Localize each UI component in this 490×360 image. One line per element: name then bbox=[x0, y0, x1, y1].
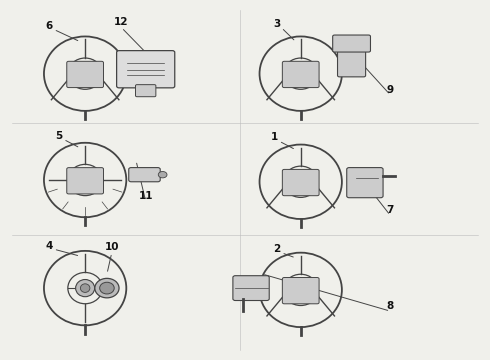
Text: 7: 7 bbox=[387, 205, 394, 215]
Text: 12: 12 bbox=[114, 17, 129, 27]
Ellipse shape bbox=[99, 282, 114, 294]
Text: 1: 1 bbox=[270, 132, 278, 143]
FancyBboxPatch shape bbox=[117, 51, 175, 88]
Text: 6: 6 bbox=[45, 21, 52, 31]
Text: 5: 5 bbox=[55, 131, 62, 141]
FancyBboxPatch shape bbox=[129, 168, 160, 182]
FancyBboxPatch shape bbox=[347, 168, 383, 198]
FancyBboxPatch shape bbox=[67, 61, 103, 87]
Text: 2: 2 bbox=[273, 244, 280, 254]
FancyBboxPatch shape bbox=[282, 278, 319, 304]
Ellipse shape bbox=[158, 171, 167, 178]
Text: 10: 10 bbox=[104, 242, 119, 252]
Text: 9: 9 bbox=[387, 85, 394, 95]
FancyBboxPatch shape bbox=[282, 170, 319, 196]
Ellipse shape bbox=[75, 279, 95, 297]
FancyBboxPatch shape bbox=[233, 276, 269, 301]
FancyBboxPatch shape bbox=[282, 61, 319, 87]
Ellipse shape bbox=[80, 284, 90, 292]
FancyBboxPatch shape bbox=[136, 85, 156, 97]
Ellipse shape bbox=[95, 278, 119, 298]
Text: 8: 8 bbox=[387, 301, 394, 311]
FancyBboxPatch shape bbox=[338, 48, 366, 77]
Text: 11: 11 bbox=[139, 191, 153, 201]
Text: 3: 3 bbox=[273, 19, 280, 29]
FancyBboxPatch shape bbox=[67, 168, 103, 194]
Text: 4: 4 bbox=[45, 240, 52, 251]
FancyBboxPatch shape bbox=[333, 35, 370, 52]
